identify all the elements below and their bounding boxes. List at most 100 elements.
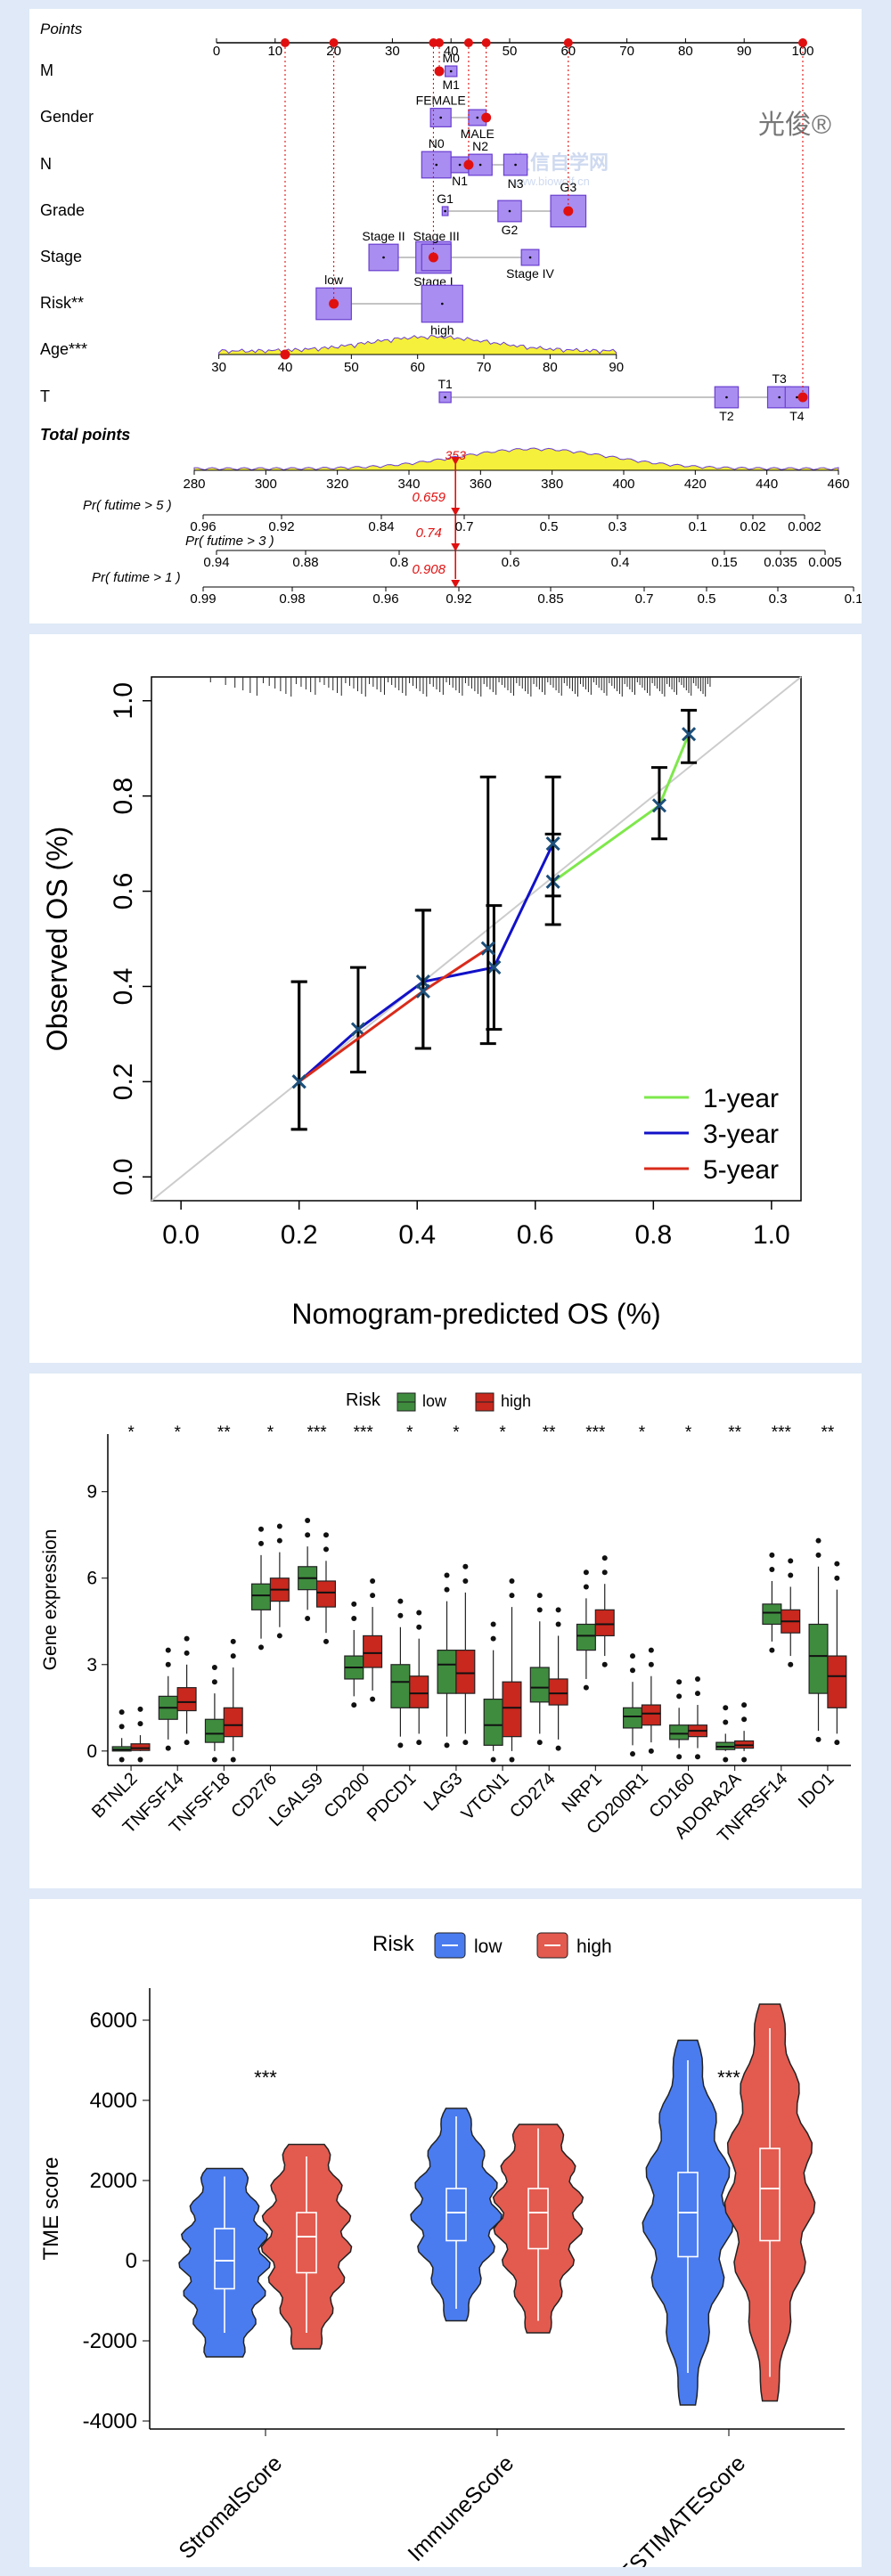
box-body [409, 1675, 429, 1708]
total-tick-label: 320 [326, 477, 348, 492]
prob-label: Pr( futime > 3 ) [185, 534, 274, 549]
violin-body [178, 2167, 271, 2358]
age-density [218, 334, 617, 355]
variable-label: Gender [40, 108, 94, 126]
prob-marker [451, 543, 461, 551]
outlier-point [351, 1616, 357, 1622]
outlier-point [119, 1757, 125, 1763]
prob-tick-label: 0.3 [609, 519, 627, 534]
variable-label: T [40, 387, 50, 405]
x-tick-label: IDO1 [795, 1769, 838, 1813]
outlier-point [788, 1572, 794, 1578]
points-marker [563, 38, 573, 47]
significance-label: ** [728, 1423, 741, 1442]
legend-label: high [501, 1392, 531, 1410]
outlier-point [276, 1633, 282, 1639]
violin-body [492, 2124, 584, 2334]
outlier-point [815, 1537, 822, 1544]
significance-label: * [499, 1423, 506, 1442]
points-marker [429, 38, 438, 47]
outlier-point [723, 1719, 729, 1725]
outlier-point [676, 1693, 683, 1700]
points-marker [798, 38, 807, 47]
outlier-point [351, 1601, 357, 1607]
significance-label: *** [307, 1423, 327, 1442]
data-point [682, 727, 697, 742]
x-tick-label: 0.0 [162, 1220, 200, 1250]
x-tick-label: 0.8 [634, 1220, 672, 1250]
level-center [528, 256, 532, 259]
level-label: FEMALE [416, 94, 466, 108]
outlier-point [555, 1607, 561, 1613]
age-tick-label: 40 [278, 360, 293, 375]
significance-label: *** [717, 2067, 740, 2089]
outlier-point [258, 1644, 265, 1651]
outlier-point [444, 1742, 450, 1749]
prob-tick-label: 0.8 [390, 555, 409, 570]
level-label: N0 [429, 136, 445, 151]
level-label: N2 [472, 139, 488, 153]
outlier-point [323, 1638, 329, 1644]
box-body [502, 1681, 522, 1738]
y-tick-label: 3 [86, 1655, 97, 1675]
x-tick-label: ImmuneScore [403, 2450, 519, 2566]
watermark-url: www.biowolf.cn [510, 175, 590, 188]
x-tick-label: 0.2 [281, 1220, 318, 1250]
significance-label: *** [354, 1423, 374, 1442]
points-tick-label: 90 [737, 44, 752, 59]
prob-label: Pr( futime > 5 ) [83, 498, 172, 513]
outlier-point [351, 1702, 357, 1708]
box-body [827, 1655, 847, 1708]
level-label: T2 [719, 409, 734, 423]
box-body [176, 1687, 197, 1712]
points-tick-label: 30 [385, 44, 400, 59]
level-center [478, 163, 482, 167]
x-tick-label: 1.0 [753, 1220, 790, 1250]
age-tick-label: 30 [211, 360, 226, 375]
outlier-point [323, 1546, 329, 1553]
outlier-point [815, 1736, 822, 1742]
level-label: M0 [442, 51, 460, 65]
calibration-chart: 0.0 0.2 0.4 0.6 0.8 1.0 0.0 0.2 0.4 0.6 0.8 1.0 Nomo… [41, 676, 802, 1330]
outlier-point [834, 1740, 840, 1746]
level-center [458, 163, 462, 167]
box-body [808, 1623, 829, 1694]
box-body [529, 1667, 550, 1703]
variable-label: Grade [40, 201, 85, 219]
violin-box [296, 2212, 317, 2274]
age-tick-label: 80 [543, 360, 558, 375]
outlier-point [416, 1610, 422, 1616]
points-marker [280, 38, 290, 47]
outlier-point [258, 1526, 265, 1532]
legend-label: 5-year [703, 1155, 779, 1185]
outlier-point [165, 1661, 171, 1667]
prob-tick-label: 0.94 [203, 555, 229, 570]
prob-value: 0.659 [412, 490, 446, 505]
points-tick-label: 70 [619, 44, 634, 59]
level-center [441, 302, 444, 306]
significance-label: * [406, 1423, 413, 1442]
selected-point [563, 206, 574, 216]
outlier-point [276, 1537, 282, 1544]
level-label: Stage III [413, 229, 460, 243]
selected-point [797, 392, 808, 403]
level-center [796, 395, 798, 399]
outlier-point [211, 1757, 217, 1763]
significance-label: * [639, 1423, 646, 1442]
level-label: Stage IV [506, 266, 554, 281]
prob-tick-label: 0.98 [279, 591, 305, 607]
outlier-point [815, 1552, 822, 1558]
prob-label: Pr( futime > 1 ) [92, 570, 181, 585]
outlier-point [184, 1635, 190, 1642]
selected-point [280, 349, 290, 360]
box-body [250, 1583, 272, 1610]
prob-tick-label: 0.1 [845, 591, 862, 607]
prob-tick-label: 0.5 [698, 591, 716, 607]
significance-label: * [267, 1423, 274, 1442]
outlier-point [184, 1740, 190, 1746]
level-label: Stage II [362, 229, 405, 243]
outlier-point [788, 1661, 794, 1667]
box-body [315, 1580, 337, 1608]
level-label: T1 [437, 377, 453, 391]
